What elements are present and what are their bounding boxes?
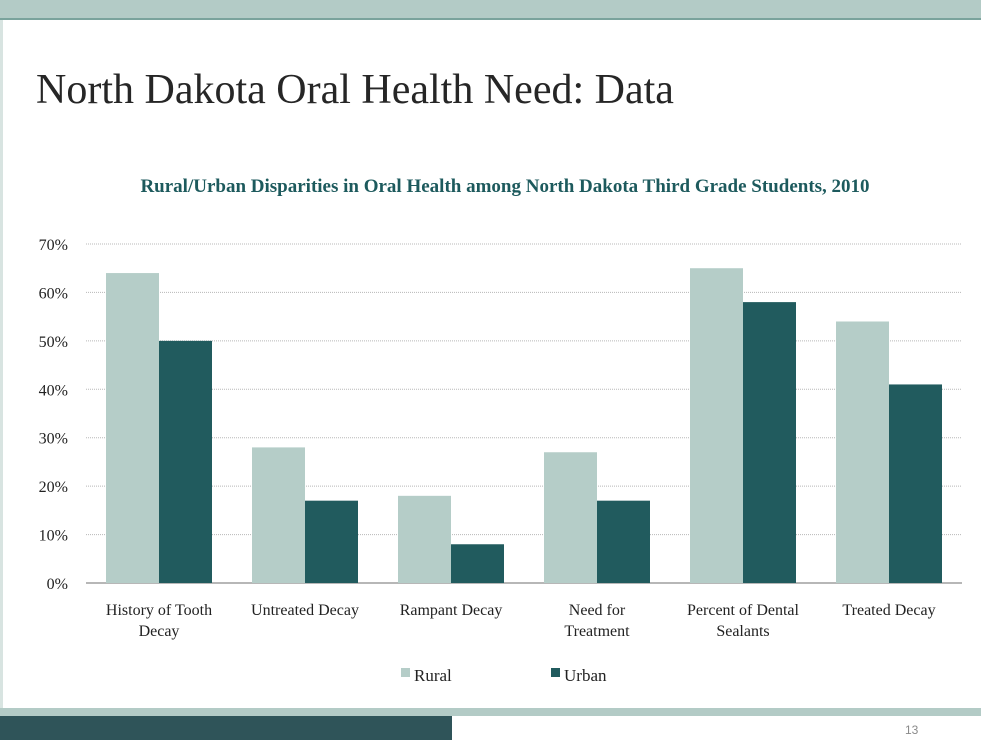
x-category-label: Need for Treatment bbox=[564, 602, 630, 640]
slide-title: North Dakota Oral Health Need: Data bbox=[36, 67, 674, 113]
x-category-label: History of Tooth Decay bbox=[106, 602, 212, 640]
y-tick-label: 20% bbox=[39, 479, 68, 496]
y-tick-label: 70% bbox=[39, 237, 68, 254]
x-category-label: Rampant Decay bbox=[400, 602, 503, 619]
bottom-dark-block bbox=[0, 716, 452, 740]
y-tick-label: 10% bbox=[39, 528, 68, 545]
y-tick-label: 40% bbox=[39, 382, 68, 399]
bottom-light-block bbox=[452, 716, 981, 740]
legend-swatch-urban bbox=[551, 668, 560, 677]
bar-rural bbox=[544, 452, 597, 583]
y-tick-label: 0% bbox=[47, 576, 68, 593]
bar-chart: 0% 10% 20% 30% 40% 50% 60% 70% History of Tooth D… bbox=[39, 237, 962, 685]
bar-rural bbox=[106, 273, 159, 583]
bar-urban bbox=[889, 384, 942, 583]
bar-rural bbox=[836, 321, 889, 583]
top-decor-band bbox=[0, 0, 981, 18]
top-decor-line bbox=[0, 18, 981, 20]
bar-urban bbox=[305, 500, 358, 583]
page-number: 13 bbox=[905, 723, 919, 737]
bar-urban bbox=[743, 302, 796, 583]
bar-urban bbox=[451, 544, 504, 583]
y-tick-label: 50% bbox=[39, 334, 68, 351]
x-category-label: Percent of Dental Sealants bbox=[687, 602, 800, 640]
x-category-label: Treated Decay bbox=[842, 602, 935, 619]
bar-rural bbox=[398, 495, 451, 583]
y-tick-label: 60% bbox=[39, 285, 68, 302]
y-tick-label: 30% bbox=[39, 431, 68, 448]
bar-rural bbox=[252, 447, 305, 583]
bar-urban bbox=[159, 340, 212, 583]
bar-urban bbox=[597, 500, 650, 583]
legend-label-rural: Rural bbox=[414, 666, 452, 685]
x-category-label: Untreated Decay bbox=[251, 602, 359, 619]
bar-rural bbox=[690, 268, 743, 583]
left-decor-edge bbox=[0, 20, 3, 710]
legend-swatch-rural bbox=[401, 668, 410, 677]
legend-label-urban: Urban bbox=[564, 666, 607, 685]
chart-title: Rural/Urban Disparities in Oral Health a… bbox=[140, 176, 870, 197]
